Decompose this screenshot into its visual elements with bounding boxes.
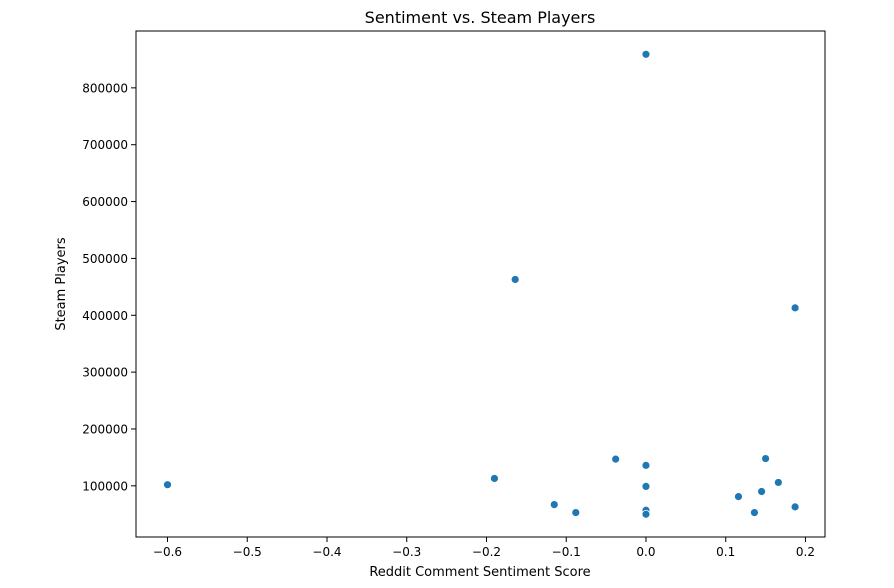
data-point — [163, 480, 172, 490]
x-tick-label: −0.3 — [392, 545, 421, 559]
chart-title: Sentiment vs. Steam Players — [365, 8, 596, 27]
data-points — [163, 49, 800, 519]
data-point — [750, 508, 759, 517]
data-point — [790, 502, 800, 512]
data-point — [641, 460, 651, 470]
x-tick-label: −0.1 — [552, 545, 581, 559]
data-point — [773, 478, 783, 487]
y-axis-ticks: 100000 200000 300000 400000 500000 600000 7000… — [82, 81, 136, 493]
data-point — [549, 500, 559, 509]
data-point — [641, 49, 651, 59]
y-tick-label: 400000 — [82, 309, 128, 323]
x-tick-label: −0.4 — [312, 545, 341, 559]
y-tick-label: 500000 — [82, 252, 128, 266]
data-point — [734, 492, 743, 502]
x-axis-label: Reddit Comment Sentiment Score — [369, 565, 590, 580]
data-point — [571, 508, 581, 517]
y-tick-label: 800000 — [82, 81, 128, 95]
data-point — [757, 487, 767, 496]
x-tick-label: 0.2 — [796, 545, 815, 559]
y-axis-label: Steam Players — [54, 237, 69, 331]
data-point — [761, 454, 770, 463]
x-tick-label: −0.5 — [233, 545, 262, 559]
x-tick-label: −0.6 — [153, 545, 182, 559]
data-point — [641, 509, 651, 519]
data-point — [490, 474, 499, 483]
x-tick-label: 0.1 — [716, 545, 735, 559]
x-tick-label: −0.2 — [472, 545, 501, 559]
data-point — [611, 454, 621, 464]
y-tick-label: 100000 — [82, 479, 128, 493]
y-tick-label: 300000 — [82, 366, 128, 380]
y-tick-label: 600000 — [82, 195, 128, 209]
data-point — [510, 275, 520, 284]
x-axis-ticks: −0.6 −0.5 −0.4 −0.3 −0.2 −0.1 0.0 0.1 0.2 — [153, 537, 815, 559]
plot-frame — [135, 30, 826, 538]
x-tick-label: 0.0 — [636, 545, 655, 559]
data-point — [641, 481, 651, 491]
y-tick-label: 200000 — [82, 422, 128, 436]
data-point — [790, 303, 800, 313]
y-tick-label: 700000 — [82, 138, 128, 152]
